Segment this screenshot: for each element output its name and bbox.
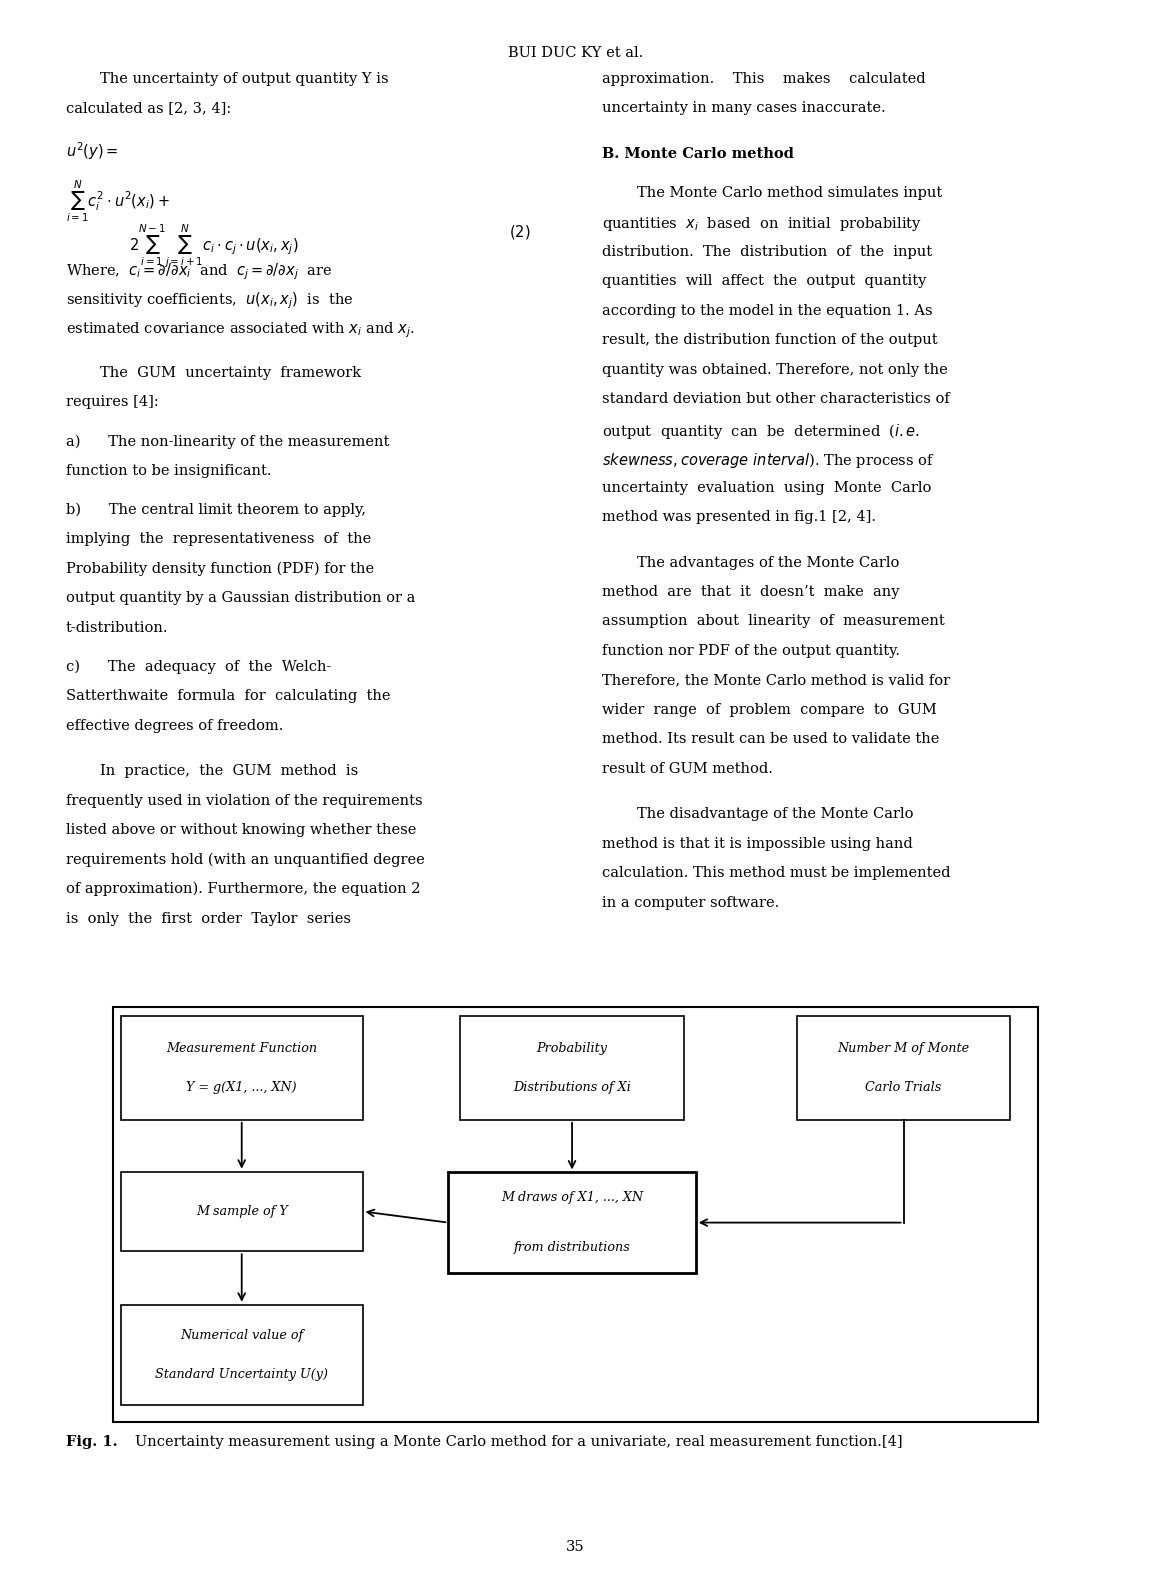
Text: in a computer software.: in a computer software. bbox=[602, 896, 779, 910]
Text: output quantity by a Gaussian distribution or a: output quantity by a Gaussian distributi… bbox=[66, 591, 416, 606]
Text: quantities  will  affect  the  output  quantity: quantities will affect the output quanti… bbox=[602, 274, 927, 289]
Text: Distributions of Xi: Distributions of Xi bbox=[513, 1081, 631, 1095]
Text: Standard Uncertainty U(y): Standard Uncertainty U(y) bbox=[155, 1368, 328, 1380]
Text: Probability density function (PDF) for the: Probability density function (PDF) for t… bbox=[66, 561, 374, 575]
Bar bbox=[459, 1017, 684, 1119]
Text: Uncertainty measurement using a Monte Carlo method for a univariate, real measur: Uncertainty measurement using a Monte Ca… bbox=[135, 1435, 902, 1449]
Text: is  only  the  first  order  Taylor  series: is only the first order Taylor series bbox=[66, 912, 351, 926]
Text: Numerical value of: Numerical value of bbox=[180, 1329, 304, 1342]
Bar bbox=[121, 1017, 363, 1119]
Bar bbox=[796, 1017, 1011, 1119]
Text: method was presented in fig.1 [2, 4].: method was presented in fig.1 [2, 4]. bbox=[602, 510, 876, 524]
Text: output  quantity  can  be  determined  ($i.e.$: output quantity can be determined ($i.e.… bbox=[602, 421, 920, 440]
Text: BUI DUC KY et al.: BUI DUC KY et al. bbox=[508, 46, 643, 61]
Text: sensitivity coefficients,  $u(x_i, x_j)$  is  the: sensitivity coefficients, $u(x_i, x_j)$ … bbox=[66, 290, 353, 311]
Text: result of GUM method.: result of GUM method. bbox=[602, 762, 772, 776]
Text: requires [4]:: requires [4]: bbox=[66, 395, 159, 410]
Text: The Monte Carlo method simulates input: The Monte Carlo method simulates input bbox=[637, 185, 942, 199]
Text: function nor PDF of the output quantity.: function nor PDF of the output quantity. bbox=[602, 644, 900, 658]
Text: The disadvantage of the Monte Carlo: The disadvantage of the Monte Carlo bbox=[637, 807, 913, 821]
Text: approximation.    This    makes    calculated: approximation. This makes calculated bbox=[602, 72, 925, 86]
Text: The  GUM  uncertainty  framework: The GUM uncertainty framework bbox=[100, 365, 361, 379]
Text: frequently used in violation of the requirements: frequently used in violation of the requ… bbox=[66, 794, 422, 808]
Text: Y = g(X1, ..., XN): Y = g(X1, ..., XN) bbox=[186, 1081, 297, 1095]
Text: In  practice,  the  GUM  method  is: In practice, the GUM method is bbox=[100, 764, 358, 778]
Text: Number M of Monte: Number M of Monte bbox=[838, 1041, 969, 1055]
Text: c)      The  adequacy  of  the  Welch-: c) The adequacy of the Welch- bbox=[66, 660, 331, 674]
Text: wider  range  of  problem  compare  to  GUM: wider range of problem compare to GUM bbox=[602, 703, 937, 717]
Text: from distributions: from distributions bbox=[513, 1242, 631, 1254]
Text: The uncertainty of output quantity Y is: The uncertainty of output quantity Y is bbox=[100, 72, 389, 86]
Text: $\sum_{i=1}^{N} c_i^2 \cdot u^2(x_i) +$: $\sum_{i=1}^{N} c_i^2 \cdot u^2(x_i) +$ bbox=[66, 179, 169, 223]
Text: Probability: Probability bbox=[536, 1041, 608, 1055]
Text: assumption  about  linearity  of  measurement: assumption about linearity of measuremen… bbox=[602, 614, 945, 628]
Text: 35: 35 bbox=[566, 1540, 585, 1554]
Text: uncertainty  evaluation  using  Monte  Carlo: uncertainty evaluation using Monte Carlo bbox=[602, 480, 931, 494]
Text: Measurement Function: Measurement Function bbox=[166, 1041, 318, 1055]
Text: $(2)$: $(2)$ bbox=[509, 223, 531, 241]
Text: Where,  $c_i = \partial/\partial x_i$  and  $c_j = \partial/\partial x_j$  are: Where, $c_i = \partial/\partial x_i$ and… bbox=[66, 261, 331, 282]
Text: The advantages of the Monte Carlo: The advantages of the Monte Carlo bbox=[637, 555, 899, 569]
Text: requirements hold (with an unquantified degree: requirements hold (with an unquantified … bbox=[66, 853, 425, 867]
Text: t-distribution.: t-distribution. bbox=[66, 620, 168, 634]
Text: Satterthwaite  formula  for  calculating  the: Satterthwaite formula for calculating th… bbox=[66, 689, 390, 703]
Text: a)      The non-linearity of the measurement: a) The non-linearity of the measurement bbox=[66, 434, 389, 448]
Text: M draws of X1, ..., XN: M draws of X1, ..., XN bbox=[501, 1191, 643, 1203]
Text: implying  the  representativeness  of  the: implying the representativeness of the bbox=[66, 532, 371, 547]
Text: Therefore, the Monte Carlo method is valid for: Therefore, the Monte Carlo method is val… bbox=[602, 673, 950, 687]
Bar bbox=[121, 1172, 363, 1251]
Text: method is that it is impossible using hand: method is that it is impossible using ha… bbox=[602, 837, 913, 851]
Text: M sample of Y: M sample of Y bbox=[196, 1205, 288, 1218]
Text: result, the distribution function of the output: result, the distribution function of the… bbox=[602, 333, 938, 347]
Text: calculation. This method must be implemented: calculation. This method must be impleme… bbox=[602, 866, 951, 880]
Text: standard deviation but other characteristics of: standard deviation but other characteris… bbox=[602, 392, 950, 406]
Bar bbox=[449, 1173, 695, 1272]
Text: calculated as [2, 3, 4]:: calculated as [2, 3, 4]: bbox=[66, 102, 231, 115]
Text: listed above or without knowing whether these: listed above or without knowing whether … bbox=[66, 823, 416, 837]
Text: $\mathit{skewness, coverage\ interval}$). The process of: $\mathit{skewness, coverage\ interval}$)… bbox=[602, 451, 935, 470]
Text: quantity was obtained. Therefore, not only the: quantity was obtained. Therefore, not on… bbox=[602, 362, 947, 376]
Text: method  are  that  it  doesn’t  make  any: method are that it doesn’t make any bbox=[602, 585, 899, 599]
Text: b)      The central limit theorem to apply,: b) The central limit theorem to apply, bbox=[66, 502, 366, 516]
Text: according to the model in the equation 1. As: according to the model in the equation 1… bbox=[602, 303, 932, 317]
Text: Carlo Trials: Carlo Trials bbox=[866, 1081, 942, 1095]
Text: B. Monte Carlo method: B. Monte Carlo method bbox=[602, 147, 794, 161]
Text: $u^2(y) =$: $u^2(y) =$ bbox=[66, 140, 119, 163]
Text: estimated covariance associated with $x_i$ and $x_j$.: estimated covariance associated with $x_… bbox=[66, 320, 414, 340]
Text: $2\sum_{i=1}^{N-1}\sum_{j=i+1}^{N} c_i \cdot c_j \cdot u(x_i, x_j)$: $2\sum_{i=1}^{N-1}\sum_{j=i+1}^{N} c_i \… bbox=[129, 223, 298, 269]
Text: effective degrees of freedom.: effective degrees of freedom. bbox=[66, 719, 283, 733]
Text: function to be insignificant.: function to be insignificant. bbox=[66, 464, 272, 478]
Text: distribution.  The  distribution  of  the  input: distribution. The distribution of the in… bbox=[602, 244, 932, 258]
Bar bbox=[121, 1304, 363, 1406]
Text: quantities  $x_i$  based  on  initial  probability: quantities $x_i$ based on initial probab… bbox=[602, 215, 922, 233]
Text: uncertainty in many cases inaccurate.: uncertainty in many cases inaccurate. bbox=[602, 102, 885, 115]
Text: Fig. 1.: Fig. 1. bbox=[66, 1435, 117, 1449]
Bar bbox=[113, 1007, 1038, 1422]
Text: method. Its result can be used to validate the: method. Its result can be used to valida… bbox=[602, 732, 939, 746]
Text: of approximation). Furthermore, the equation 2: of approximation). Furthermore, the equa… bbox=[66, 881, 420, 896]
